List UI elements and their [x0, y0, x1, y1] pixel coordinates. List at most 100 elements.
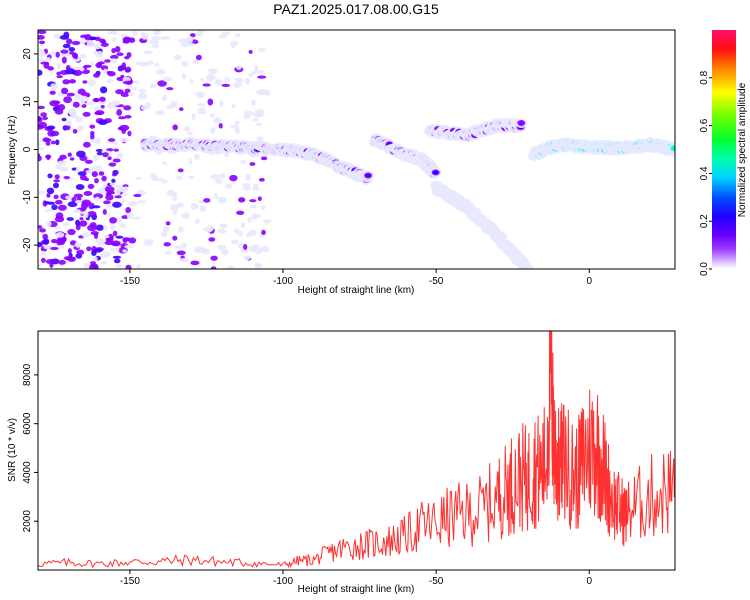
heatmap-cell — [68, 47, 76, 52]
heatmap-cell — [90, 231, 99, 236]
heatmap-cell — [258, 178, 265, 182]
heatmap-cell — [186, 131, 194, 136]
chart-title: PAZ1.2025.017.08.00.G15 — [273, 1, 439, 17]
heatmap-cell — [93, 256, 98, 262]
heatmap-cell — [49, 90, 56, 95]
heatmap-cell — [101, 175, 107, 182]
heatmap-cell — [122, 76, 131, 82]
heatmap-cell — [150, 173, 157, 179]
heatmap-cell — [63, 31, 70, 38]
heatmap-cell — [132, 80, 140, 85]
heatmap-cell — [149, 83, 157, 89]
heatmap-cell — [155, 110, 166, 116]
heatmap-cell — [111, 140, 119, 146]
heatmap-cell — [58, 259, 67, 265]
heatmap-cell — [61, 117, 67, 122]
heatmap-cell — [63, 96, 72, 104]
heatmap-cell — [38, 50, 46, 58]
heatmap-cell — [93, 106, 102, 112]
heatmap-cell — [166, 189, 176, 197]
x-tick-label: -100 — [273, 576, 293, 587]
heatmap-cell — [102, 152, 109, 158]
heatmap-cell — [135, 61, 141, 65]
heatmap-cell — [87, 183, 95, 190]
heatmap-cell — [50, 140, 56, 145]
heatmap-cell — [180, 40, 190, 48]
heatmap-cell — [155, 68, 166, 75]
heatmap-cell — [129, 37, 136, 44]
heatmap-cell — [193, 153, 200, 161]
heatmap-cell — [518, 121, 524, 125]
heatmap-cell — [243, 255, 251, 260]
heatmap-cell — [113, 148, 119, 152]
heatmap-cell — [100, 104, 105, 109]
y-tick-label: 10 — [22, 96, 33, 108]
heatmap-cell — [242, 182, 251, 189]
heatmap-cell — [256, 136, 264, 142]
heatmap-cell — [87, 224, 97, 232]
heatmap-cell — [195, 54, 202, 61]
heatmap-cell — [152, 36, 161, 41]
heatmap-cell — [133, 193, 142, 198]
heatmap-cell — [57, 204, 67, 211]
heatmap-cell — [498, 235, 504, 239]
heatmap-cell — [226, 265, 236, 269]
heatmap-cell — [197, 103, 206, 107]
snr-y-ticks: 2000 4000 6000 8000 — [22, 363, 38, 532]
heatmap-cell — [244, 110, 250, 118]
heatmap-cell — [74, 209, 81, 213]
heatmap-cell — [249, 204, 257, 209]
heatmap-cell — [177, 168, 184, 173]
heatmap-cell — [119, 137, 130, 143]
heatmap-cell — [102, 208, 107, 215]
spectrogram-y-label: Frequency (Hz) — [7, 116, 18, 185]
heatmap-cell — [45, 258, 56, 265]
heatmap-cell — [63, 175, 70, 180]
heatmap-cell — [104, 59, 111, 63]
heatmap-cell — [192, 59, 200, 65]
heatmap-cell — [55, 199, 63, 205]
heatmap-cell — [172, 235, 178, 241]
heatmap-cell — [136, 264, 142, 269]
heatmap-cell — [91, 205, 101, 209]
heatmap-cell — [179, 257, 190, 263]
heatmap-cell — [116, 52, 124, 57]
heatmap-cell — [66, 38, 73, 45]
heatmap-cell — [79, 220, 88, 227]
heatmap-cell — [119, 223, 127, 229]
heatmap-cell — [221, 83, 231, 88]
heatmap-cell — [67, 256, 76, 262]
heatmap-cell — [103, 68, 108, 75]
heatmap-cell — [229, 174, 238, 182]
heatmap-cell — [75, 183, 85, 191]
heatmap-cell — [64, 195, 73, 200]
heatmap-cell — [97, 241, 105, 247]
heatmap-cell — [210, 126, 216, 134]
heatmap-cell — [86, 246, 92, 252]
spectrogram-x-ticks: -150 -100 -50 0 — [120, 269, 592, 287]
heatmap-cell — [93, 264, 99, 269]
heatmap-cell — [123, 80, 133, 85]
heatmap-cell — [38, 58, 46, 63]
heatmap-cell — [79, 37, 87, 45]
heatmap-cell — [67, 152, 72, 157]
colorbar-tick-label: 0.2 — [699, 214, 710, 228]
heatmap-cell — [197, 107, 207, 115]
heatmap-cell — [136, 190, 147, 196]
heatmap-cell — [53, 194, 59, 200]
heatmap-cell — [52, 182, 60, 189]
heatmap-cell — [65, 65, 71, 71]
heatmap-cell — [51, 238, 58, 244]
heatmap-cell — [123, 186, 129, 192]
heatmap-cell — [95, 224, 104, 231]
heatmap-cell — [221, 248, 229, 256]
heatmap-cell — [199, 77, 205, 82]
heatmap-cell — [240, 160, 247, 165]
heatmap-cell — [59, 166, 69, 172]
heatmap-cell — [114, 195, 122, 199]
heatmap-cell — [231, 43, 236, 49]
heatmap-cell — [257, 70, 264, 74]
heatmap-cell — [38, 69, 43, 76]
heatmap-cell — [261, 229, 266, 236]
heatmap-cell — [40, 112, 47, 117]
